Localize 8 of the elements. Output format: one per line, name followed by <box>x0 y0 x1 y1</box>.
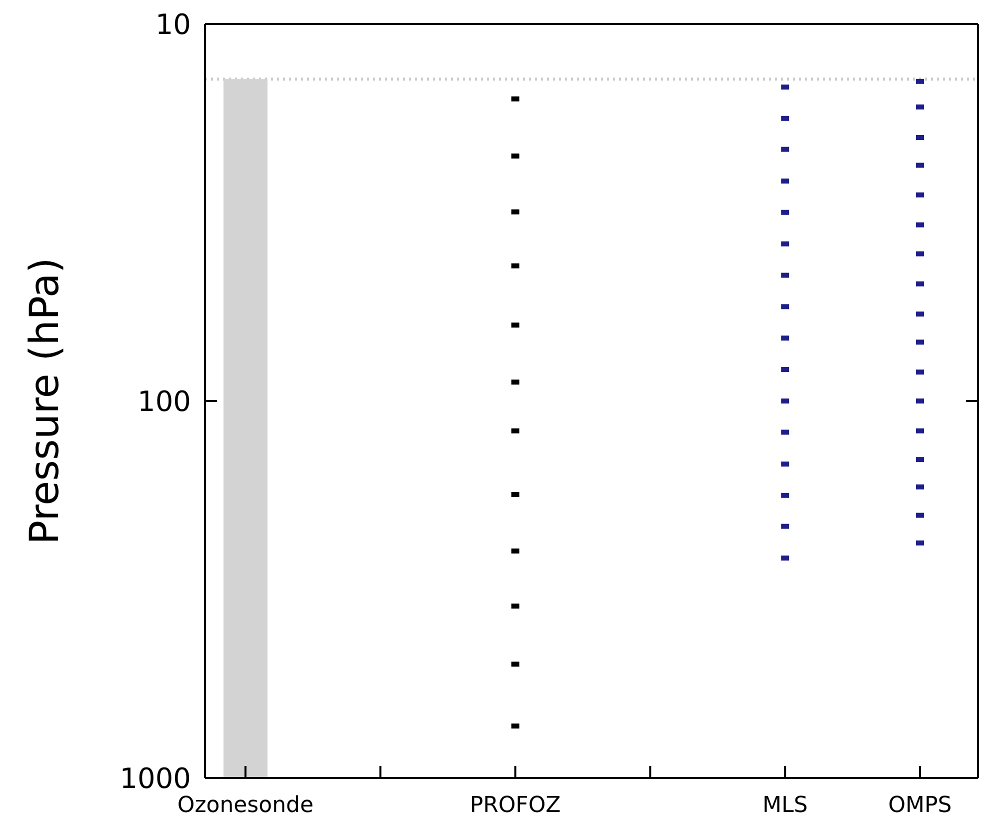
x-tick-label: PROFOZ <box>470 793 561 818</box>
x-tick-label: OMPS <box>888 793 952 818</box>
y-tick-label: 100 <box>138 384 191 418</box>
x-tick-label: Ozonesonde <box>177 793 314 818</box>
y-tick-label: 1000 <box>120 762 191 795</box>
y-tick-label: 10 <box>155 8 191 41</box>
x-tick-label: MLS <box>762 793 808 818</box>
y-axis-title: Pressure (hPa) <box>22 258 68 544</box>
